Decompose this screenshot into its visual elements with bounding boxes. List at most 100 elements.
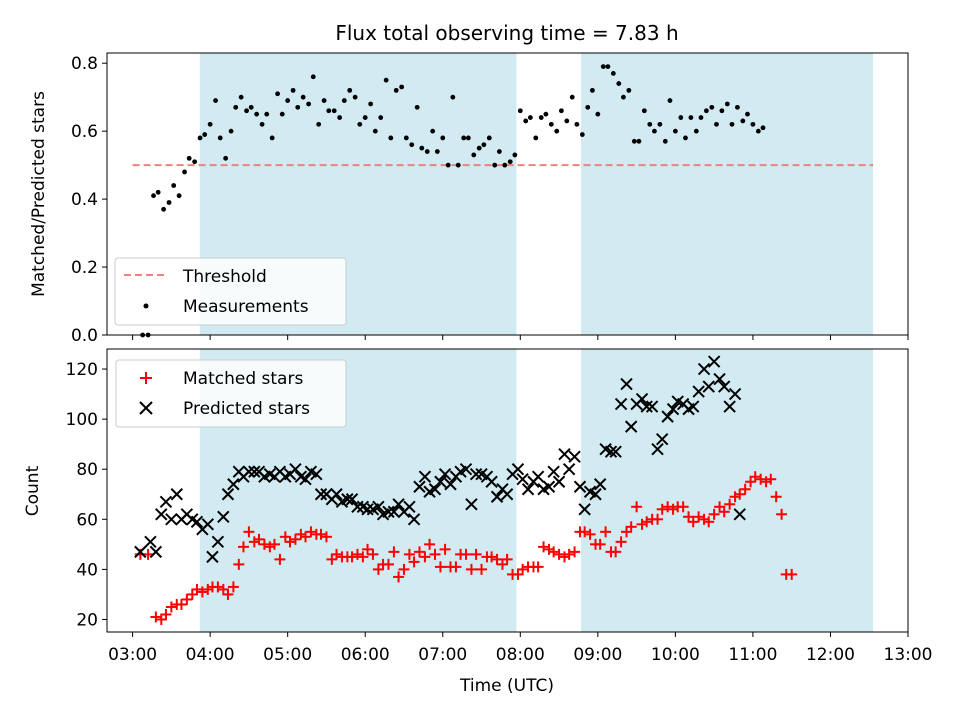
measurement-point: [300, 94, 306, 100]
predicted-star-marker: [289, 463, 302, 476]
x-tick-label: 05:00: [263, 645, 312, 665]
measurement-point: [523, 118, 529, 124]
x-tick-label: 10:00: [651, 645, 700, 665]
measurement-point: [605, 64, 611, 69]
predicted-star-marker: [521, 483, 535, 496]
predicted-star-marker: [434, 475, 447, 488]
matched-star-marker: [641, 516, 653, 528]
count-legend: Matched stars Predicted stars: [115, 359, 347, 428]
measurement-point: [543, 111, 549, 117]
predicted-star-marker: [438, 468, 452, 481]
predicted-star-marker: [144, 535, 157, 549]
matched-star-marker: [538, 541, 550, 553]
matched-star-marker: [398, 563, 410, 575]
predicted-star-marker: [159, 495, 173, 508]
matched-star-marker: [160, 608, 172, 620]
measurement-point: [631, 138, 637, 144]
measurement-point: [217, 135, 223, 141]
y-tick-label: 60: [76, 510, 98, 530]
measurement-point: [554, 128, 560, 134]
measurement-point: [321, 98, 327, 103]
measurement-point: [486, 135, 492, 141]
count-x-ticks: 03:00 04:00 05:00 06:00 07:00 08:00 09:00 10:00…: [108, 632, 933, 665]
matched-star-marker: [486, 551, 498, 563]
measurement-point: [269, 135, 275, 141]
measurement-point: [450, 94, 456, 100]
matched-star-marker: [460, 548, 472, 560]
measurement-point: [481, 142, 487, 148]
predicted-star-marker: [351, 500, 364, 513]
x-tick-label: 08:00: [496, 645, 545, 665]
measurement-point: [465, 135, 471, 141]
predicted-star-marker: [713, 372, 726, 386]
predicted-star-marker: [651, 442, 664, 456]
predicted-star-marker: [407, 513, 421, 526]
x-tick-label: 06:00: [341, 645, 390, 665]
matched-legend-swatch: [140, 372, 152, 384]
matched-star-marker: [362, 543, 374, 555]
predicted-star-marker: [372, 500, 385, 513]
matched-star-marker: [656, 503, 668, 515]
predicted-star-marker: [609, 445, 622, 458]
measurement-point: [672, 128, 678, 134]
predicted-star-marker: [341, 493, 354, 506]
predicted-star-marker: [459, 463, 473, 476]
measurement-point: [693, 128, 699, 134]
measurement-point: [750, 121, 756, 127]
predicted-star-marker: [624, 420, 638, 433]
matched-star-marker: [594, 538, 606, 550]
matched-star-marker: [631, 501, 643, 513]
measurement-point: [430, 128, 436, 134]
predicted-star-marker: [661, 410, 674, 423]
measurement-point: [393, 87, 399, 93]
predicted-star-marker: [733, 508, 746, 521]
measurement-point: [409, 142, 415, 148]
predicted-star-marker: [190, 515, 204, 529]
y-tick-label: 20: [76, 610, 98, 630]
measurement-point: [502, 162, 508, 168]
count-legend-box: [115, 359, 347, 428]
predicted-star-marker: [490, 490, 504, 503]
predicted-star-marker: [485, 475, 498, 488]
predicted-star-marker: [697, 362, 711, 376]
matched-star-marker: [579, 526, 591, 538]
predicted-star-marker: [562, 463, 576, 476]
ratio-x-ticks: [132, 335, 909, 340]
measurement-point: [279, 111, 285, 117]
predicted-star-marker: [165, 513, 178, 526]
matched-star-marker: [408, 556, 420, 568]
predicted-star-marker: [413, 480, 426, 493]
measurement-point: [683, 135, 688, 141]
measurement-point: [512, 152, 518, 158]
measurement-point: [471, 152, 477, 158]
matched-star-marker: [749, 471, 761, 483]
measurement-point: [657, 121, 663, 127]
predicted-star-marker: [702, 380, 715, 393]
measurement-point: [414, 104, 420, 110]
count-y-axis-label: Count: [23, 465, 43, 516]
predicted-star-marker: [547, 465, 560, 478]
matched-star-marker: [739, 483, 751, 495]
matched-star-marker: [212, 581, 224, 593]
ratio-y-axis-label: Matched/Predicted stars: [29, 91, 49, 297]
predicted-star-marker: [428, 483, 442, 496]
predicted-star-marker: [614, 397, 628, 411]
measurement-point: [192, 159, 198, 165]
predicted-star-marker: [573, 480, 587, 493]
predicted-star-marker: [345, 493, 359, 506]
measurement-point: [667, 98, 673, 103]
measurement-point: [151, 193, 156, 199]
measurement-point: [517, 108, 523, 114]
matched-star-marker: [563, 548, 575, 560]
predicted-star-marker: [217, 510, 230, 524]
matched-star-marker: [687, 516, 699, 528]
predicted-star-marker: [387, 505, 401, 518]
matched-star-marker: [718, 506, 730, 518]
y-tick-label: 100: [66, 410, 98, 430]
matched-star-marker: [610, 546, 622, 558]
measurement-point: [740, 118, 746, 124]
ratio-panel: 0.00.20.40.60.8 Matched/Predicted stars …: [29, 52, 909, 346]
measurement-point: [171, 183, 177, 188]
matched-star-marker: [191, 583, 203, 595]
matched-star-marker: [305, 526, 317, 538]
